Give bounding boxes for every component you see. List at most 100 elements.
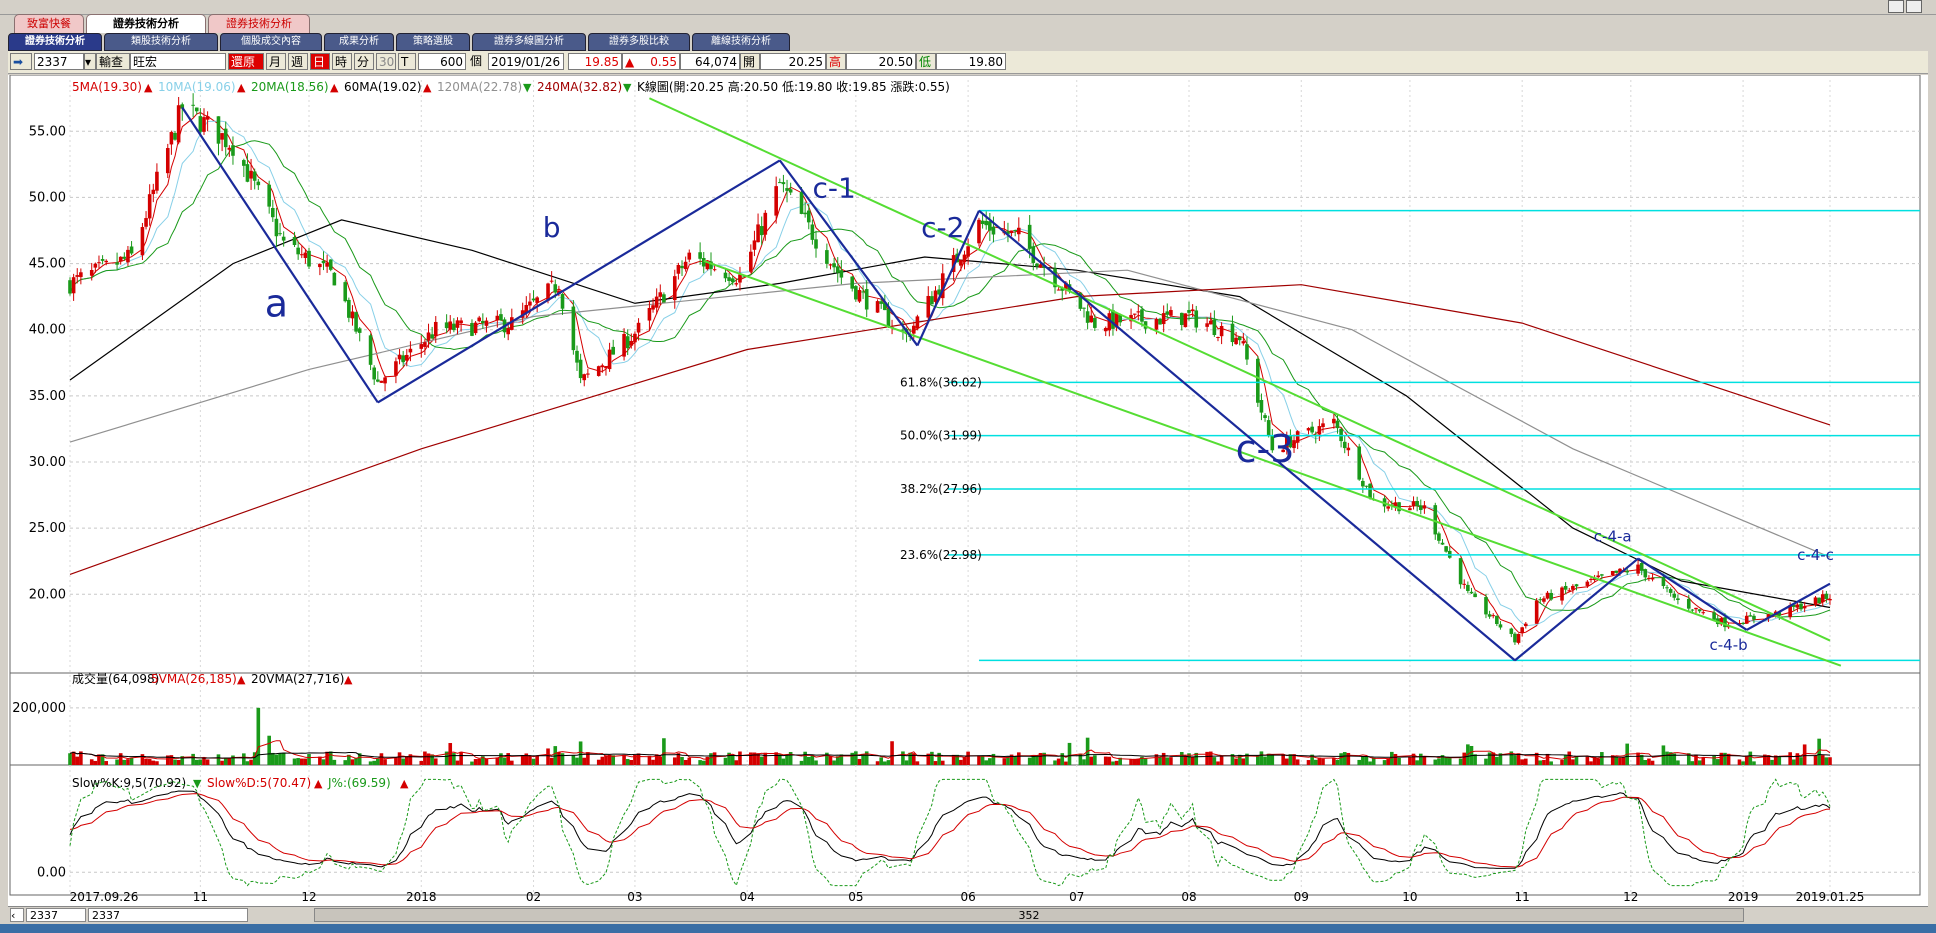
volume-bar xyxy=(299,758,304,765)
candle-body xyxy=(71,277,76,294)
candle-body xyxy=(473,322,478,334)
subtab-sector[interactable]: 類股技術分析 xyxy=(104,33,218,51)
candle-body xyxy=(788,189,793,193)
week-button[interactable]: 週 xyxy=(288,53,308,70)
subtab-compare[interactable]: 證券多股比較 xyxy=(588,33,690,51)
candle-body xyxy=(611,346,616,355)
volume-bar xyxy=(397,752,402,765)
volume-bar xyxy=(788,752,793,765)
arrow-right-icon[interactable]: ➡ xyxy=(10,53,32,70)
candle-body xyxy=(129,246,134,254)
volume-bar xyxy=(347,754,351,765)
chart-area[interactable]: 55.00 50.00 45.00 40.00 35.00 30.00 25.00 20.00… xyxy=(8,74,1928,910)
candle-body xyxy=(383,377,387,384)
volume-bar xyxy=(883,761,887,765)
stock-chart[interactable]: 55.00 50.00 45.00 40.00 35.00 30.00 25.00 20.00… xyxy=(8,74,1928,905)
volume-bar xyxy=(1766,755,1771,765)
time-scrollbar[interactable]: 352 xyxy=(314,908,1744,922)
subtab-multiline[interactable]: 證券多線圖分析 xyxy=(472,33,586,51)
main-legend-item: 20MA(18.56) xyxy=(251,80,329,94)
candle-body xyxy=(1694,607,1698,610)
candle-body xyxy=(444,322,449,329)
volume-bar xyxy=(988,758,992,765)
main-legend-arrow: ▲ xyxy=(423,81,432,94)
dropdown-arrow-icon[interactable]: ▾ xyxy=(84,53,96,70)
candle-body xyxy=(959,260,963,266)
subtab-tech[interactable]: 證券技術分析 xyxy=(8,33,102,51)
interval-input[interactable]: 30 xyxy=(376,53,396,70)
candle-body xyxy=(1701,612,1706,614)
main-legend-arrow: ▼ xyxy=(523,81,532,94)
subtab-offline[interactable]: 離線技術分析 xyxy=(692,33,790,51)
volume-bar xyxy=(1060,753,1065,765)
candle-body xyxy=(1064,282,1068,291)
candle-body xyxy=(430,334,434,339)
tick-button[interactable]: T xyxy=(398,53,416,70)
volume-bar xyxy=(401,758,405,765)
y-tick-label: 45.00 xyxy=(29,257,66,272)
candle-body xyxy=(1237,336,1242,341)
volume-bar xyxy=(1802,744,1807,765)
volume-bar xyxy=(245,761,250,765)
candle-body xyxy=(1154,318,1159,330)
day-button[interactable]: 日 xyxy=(310,53,330,70)
change-text: 0.55 xyxy=(650,55,677,69)
stock-code-input[interactable]: 2337 xyxy=(34,53,84,70)
candle-body xyxy=(484,320,489,326)
volume-bar xyxy=(1205,751,1209,765)
volume-bar xyxy=(651,759,655,765)
sub-tabs: 證券技術分析 類股技術分析 個股成交內容 成果分析 策略選股 證券多線圖分析 證… xyxy=(8,33,1928,51)
tab-technical-analysis[interactable]: 證券技術分析 xyxy=(86,14,206,33)
window-restore-icon[interactable] xyxy=(1888,0,1904,13)
date-select[interactable]: 2019/01/26 xyxy=(488,53,564,70)
volume-bar xyxy=(1799,757,1803,765)
bar-count-input[interactable]: 600 xyxy=(418,53,466,70)
candle-body xyxy=(1103,327,1108,332)
main-legend-item: K線圖(開:20.25 高:20.50 低:19.80 收:19.85 漲跌:0… xyxy=(637,79,950,94)
volume-bar xyxy=(1458,758,1463,765)
tab-quick-news[interactable]: 致富快餐 xyxy=(14,14,84,33)
minute-button[interactable]: 分 xyxy=(354,53,374,70)
month-button[interactable]: 月 xyxy=(266,53,286,70)
wave-label: c-2 xyxy=(921,211,964,244)
subtab-trades[interactable]: 個股成交內容 xyxy=(220,33,322,51)
volume-bar xyxy=(1752,761,1756,765)
hour-button[interactable]: 時 xyxy=(332,53,352,70)
volume-bar xyxy=(991,753,996,765)
volume-bar xyxy=(850,752,855,765)
subtab-screener[interactable]: 策略選股 xyxy=(396,33,470,51)
candle-body xyxy=(1697,609,1702,612)
volume-bar xyxy=(709,753,713,765)
wave-label: c-4-b xyxy=(1710,636,1748,654)
volume-bar xyxy=(1371,757,1376,765)
window-close-icon[interactable] xyxy=(1906,0,1922,13)
tab-technical-analysis-2[interactable]: 證券技術分析 xyxy=(208,14,310,33)
volume-bar xyxy=(1516,753,1521,765)
candle-body xyxy=(991,226,996,235)
candle-body xyxy=(1647,577,1651,579)
volume-bar xyxy=(1563,755,1568,765)
volume-bar xyxy=(1136,758,1141,765)
subtab-results[interactable]: 成果分析 xyxy=(324,33,394,51)
fib-label: 61.8%(36.02) xyxy=(900,375,982,389)
volume-bar xyxy=(1433,759,1438,765)
candle-body xyxy=(1129,315,1133,322)
search-button[interactable]: 輸查 xyxy=(96,53,130,70)
volume-bar xyxy=(1082,759,1086,765)
volume-bar xyxy=(535,755,539,765)
channel-line xyxy=(649,97,1831,642)
volume-bar xyxy=(676,753,681,765)
adjust-button[interactable]: 還原 xyxy=(228,53,264,70)
candle-body xyxy=(347,299,351,318)
candle-body xyxy=(806,210,811,223)
candle-body xyxy=(1415,500,1419,507)
candle-body xyxy=(1719,618,1724,625)
candle-body xyxy=(1056,289,1061,291)
candle-body xyxy=(376,379,380,382)
candle-body xyxy=(875,301,880,313)
scroll-left-icon[interactable]: ‹ xyxy=(10,908,24,922)
candle-body xyxy=(687,252,692,260)
volume-bar xyxy=(654,754,659,765)
volume-bar xyxy=(1462,752,1467,765)
candle-body xyxy=(1639,562,1644,571)
